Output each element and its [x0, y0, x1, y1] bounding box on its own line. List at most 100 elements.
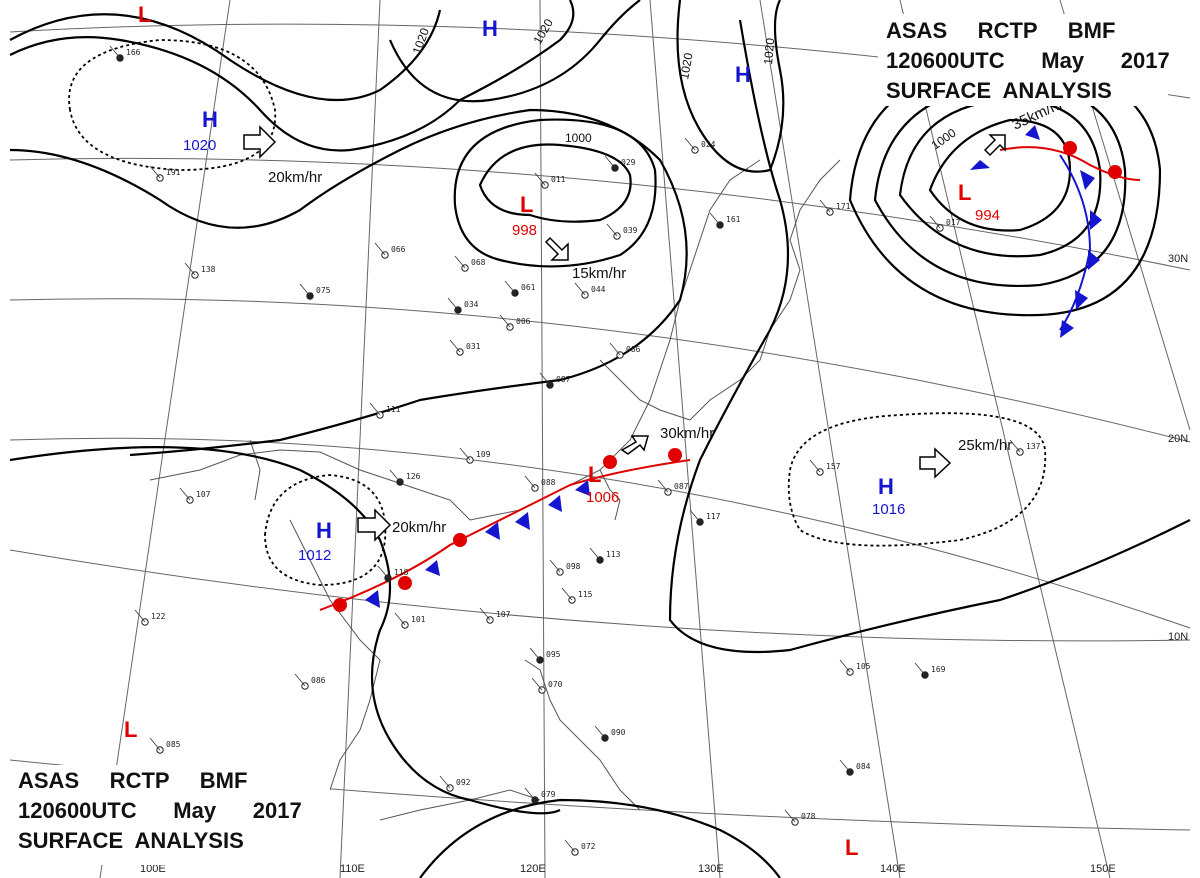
motion-arrows: [243, 125, 1006, 542]
station-pressure: 006: [516, 317, 531, 326]
wind-barb: [447, 297, 459, 311]
station-pressure: 115: [578, 590, 593, 599]
station-pressure: 084: [856, 762, 871, 771]
motion-arrow: [919, 447, 952, 479]
motion-arrow: [983, 134, 1006, 157]
warm-front-mark: [398, 576, 412, 590]
wind-barb: [531, 677, 543, 691]
isobars: [9, 0, 1191, 878]
warm-front-mark: [333, 598, 347, 612]
dotted-isobar-1016: [787, 412, 1047, 547]
station-pressure: 085: [166, 740, 181, 749]
wind-barb: [109, 45, 121, 59]
station-pressure: 111: [386, 405, 401, 414]
isobar-label: 1000: [565, 131, 592, 145]
wind-barb: [589, 547, 601, 561]
header-line-3: SURFACE ANALYSIS: [886, 78, 1112, 103]
motion-speed: 25km/hr: [958, 437, 1012, 454]
wind-barb: [439, 775, 451, 789]
cold-front-mark: [1090, 210, 1102, 230]
wind-barb: [374, 242, 386, 256]
wind-barb: [709, 212, 721, 226]
header-background: [10, 765, 330, 865]
station-pressure: 166: [126, 48, 141, 57]
station-pressure: 017: [946, 218, 961, 227]
wind-barb: [657, 479, 669, 493]
station-pressure: 113: [606, 550, 621, 559]
longitude-line-100e: [99, 0, 231, 878]
cold-front-mark: [425, 560, 440, 576]
wind-barb: [784, 809, 796, 823]
wind-barb: [529, 647, 541, 661]
station-plots: 166 191 138 075 066 068 034 006 031 061 044 011 029 0…: [109, 45, 1041, 856]
station-pressure: 039: [623, 226, 638, 235]
warm-front-mark: [1063, 141, 1077, 155]
station-pressure: 157: [826, 462, 841, 471]
wind-barb: [377, 565, 389, 579]
station-pressure: 086: [626, 345, 641, 354]
wind-barb: [459, 447, 471, 461]
motion-speed: 15km/hr: [572, 265, 626, 282]
warm-front-mark: [603, 455, 617, 469]
latitude-labels: 30N 20N 10N: [1168, 253, 1188, 643]
warm-front-mark: [1108, 165, 1122, 179]
wind-barb: [819, 199, 831, 213]
pressure-value: 1006: [586, 489, 619, 506]
wind-barb: [134, 609, 146, 623]
wind-barb: [684, 137, 696, 151]
low-pressure-letter: L: [845, 835, 858, 860]
latitude-line-10n: [9, 549, 1191, 642]
pressure-value: 998: [512, 222, 537, 239]
station-pressure: 161: [726, 215, 741, 224]
low-pressure-letter: L: [588, 462, 601, 487]
wind-barb: [689, 509, 701, 523]
wind-barb: [534, 172, 546, 186]
warm-front-mark: [453, 533, 467, 547]
wind-barb: [449, 339, 461, 353]
wind-barb: [454, 255, 466, 269]
wind-barb: [929, 215, 941, 229]
low-pressure-letter: L: [138, 2, 151, 27]
wind-barb: [564, 839, 576, 853]
low-pressure-letter: L: [520, 192, 533, 217]
station-pressure: 101: [411, 615, 426, 624]
motion-arrow: [357, 508, 392, 542]
latitude-label: 30N: [1168, 253, 1188, 265]
pressure-value: 1016: [872, 501, 905, 518]
cold-front-mark: [1088, 250, 1100, 270]
motion-arrow: [544, 236, 569, 261]
motion-speed: 20km/hr: [268, 169, 322, 186]
station-pressure: 117: [706, 512, 721, 521]
warm-front-mark: [668, 448, 682, 462]
wind-barb: [504, 280, 516, 294]
wind-barb: [549, 559, 561, 573]
station-pressure: 118: [394, 568, 409, 577]
motion-speed: 20km/hr: [392, 519, 446, 536]
motion-arrow: [243, 125, 277, 159]
wind-barb: [179, 487, 191, 501]
cold-front-triangles-east: [1060, 170, 1102, 338]
wind-barb: [809, 459, 821, 473]
wind-barb: [149, 165, 161, 179]
station-pressure: 095: [546, 650, 561, 659]
latitude-label: 20N: [1168, 433, 1188, 445]
high-pressure-letter: H: [202, 107, 218, 132]
pressure-value: 1020: [183, 137, 216, 154]
station-pressure: 068: [471, 258, 486, 267]
station-pressure: 070: [548, 680, 563, 689]
station-pressure: 072: [581, 842, 596, 851]
wind-barb: [149, 737, 161, 751]
station-pressure: 029: [621, 158, 636, 167]
isobar: [9, 0, 575, 152]
station-pressure: 107: [496, 610, 511, 619]
indochina-coast: [289, 519, 381, 791]
longitude-label: 130E: [698, 863, 724, 875]
isobar-east-4: [668, 19, 1191, 654]
wind-barb: [389, 469, 401, 483]
warm-front-east: [999, 146, 1141, 181]
longitude-line-130e: [649, 0, 721, 878]
station-pressure: 086: [311, 676, 326, 685]
station-pressure: 169: [931, 665, 946, 674]
isobar-label: 1020: [761, 37, 777, 65]
wind-barb: [499, 314, 511, 328]
